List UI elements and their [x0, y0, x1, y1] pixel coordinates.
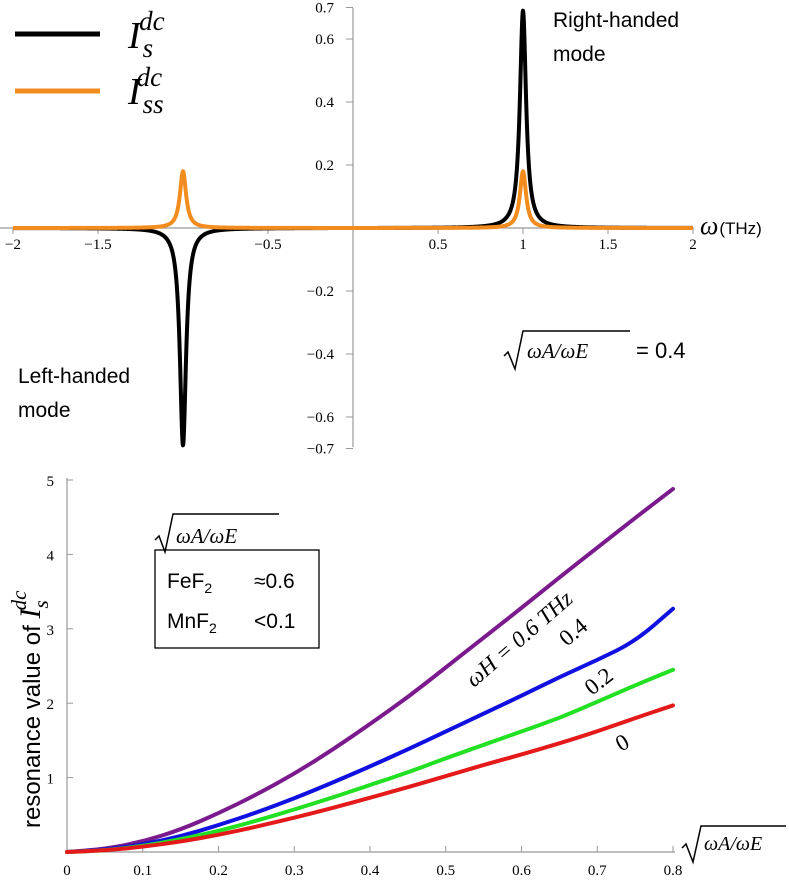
- bottom-y-tick-label-0: 1: [47, 772, 55, 788]
- legend-label-iss: Issdc: [127, 62, 164, 119]
- bottom-y-tick-label-2: 3: [47, 623, 55, 639]
- top-x-tick-label-1: −1.5: [84, 237, 111, 253]
- top-x-tick-label-4: 1: [519, 237, 527, 253]
- top-y-tick-label-3: 0.2: [315, 158, 334, 174]
- top-x-tick-label-0: −2: [5, 237, 21, 253]
- top-x-tick-label-6: 2: [689, 237, 697, 253]
- bottom-chart: 0 0.1 0.2 0.3 0.4 0.5 0.6 0.7 0.8 1 2 3 4 5 resonance…: [7, 474, 786, 879]
- ratio-annotation: ωA/ωE = 0.4: [503, 330, 686, 372]
- materials-box: [154, 549, 320, 649]
- top-y-tick-label-4: −0.2: [307, 284, 334, 300]
- fef2-label: FeF2: [167, 570, 212, 596]
- bottom-x-tick-label-8: 0.8: [664, 863, 683, 879]
- bottom-x-tick-label-0: 0: [63, 863, 71, 879]
- bottom-series-3: [65, 703, 675, 854]
- bottom-ticks: 0 0.1 0.2 0.3 0.4 0.5 0.6 0.7 0.8 1 2 3 4 5: [47, 474, 683, 879]
- sqrt-sign-box: [154, 513, 279, 555]
- bottom-x-tick-label-6: 0.6: [512, 863, 531, 879]
- bottom-series-2: [65, 667, 675, 854]
- mnf2-value: <0.1: [254, 610, 295, 633]
- top-y-tick-label-5: −0.4: [307, 347, 335, 363]
- ratio-symbol-top: ωA/ωE: [527, 339, 588, 363]
- top-y-tick-label-2: 0.4: [315, 95, 334, 111]
- bottom-curves: [65, 486, 675, 854]
- top-x-tick-label-3: 0.5: [429, 237, 448, 253]
- bottom-x-axis-symbol: ωA/ωE: [704, 833, 762, 855]
- bottom-x-tick-label-4: 0.4: [361, 863, 380, 879]
- top-curves: [11, 8, 695, 448]
- bottom-x-tick-label-3: 0.3: [285, 863, 304, 879]
- bottom-x-axis-label: ωA/ωE: [681, 825, 786, 865]
- bottom-x-tick-label-7: 0.7: [588, 863, 607, 879]
- top-x-axis-label: ω(THz): [700, 211, 762, 240]
- legend-label-is: Isdc: [127, 6, 165, 63]
- top-y-tick-label-0: 0.7: [315, 1, 334, 17]
- bottom-x-tick-label-2: 0.2: [209, 863, 228, 879]
- fef2-value: ≈0.6: [254, 570, 295, 593]
- sqrt-sign-top: [503, 330, 630, 372]
- top-y-tick-label-6: −0.6: [307, 410, 335, 426]
- top-y-tick-label-1: 0.6: [315, 32, 334, 48]
- ratio-value-top: = 0.4: [636, 338, 686, 363]
- box-title-symbol: ωA/ωE: [176, 524, 237, 548]
- top-legend: Isdc Issdc: [15, 6, 165, 119]
- curve-label-0: 0: [611, 729, 633, 756]
- left-handed-mode-label: mode: [18, 399, 71, 422]
- right-handed-label: Right-handed: [553, 9, 679, 32]
- left-handed-label: Left-handed: [18, 365, 130, 388]
- top-x-tick-label-2: −0.5: [254, 237, 281, 253]
- bottom-y-axis-label: resonance value of Isdc: [7, 590, 53, 828]
- bottom-series-1: [65, 606, 675, 854]
- bottom-x-tick-label-5: 0.5: [436, 863, 455, 879]
- top-chart: −2 −1.5 −0.5 0.5 1 1.5 2 0.7 0.6 0.4 0.2 −0.2 −0.4 −0…: [0, 1, 762, 458]
- mnf2-label: MnF2: [167, 610, 217, 636]
- right-handed-mode-label: mode: [553, 43, 606, 66]
- bottom-x-tick-label-1: 0.1: [133, 863, 152, 879]
- bottom-y-tick-label-3: 4: [47, 548, 55, 564]
- bottom-y-tick-label-1: 2: [47, 697, 55, 713]
- top-x-tick-label-5: 1.5: [599, 237, 618, 253]
- materials-annotation: ωA/ωE FeF2 ≈0.6 MnF2 <0.1: [154, 513, 320, 649]
- top-series-1: [11, 169, 695, 230]
- sqrt-sign-bottom: [681, 825, 786, 865]
- top-ticks: −2 −1.5 −0.5 0.5 1 1.5 2 0.7 0.6 0.4 0.2 −0.2 −0.4 −0…: [5, 1, 697, 458]
- bottom-y-tick-label-4: 5: [47, 474, 55, 490]
- top-y-tick-label-7: −0.7: [307, 442, 335, 458]
- bottom-series-0: [65, 486, 675, 854]
